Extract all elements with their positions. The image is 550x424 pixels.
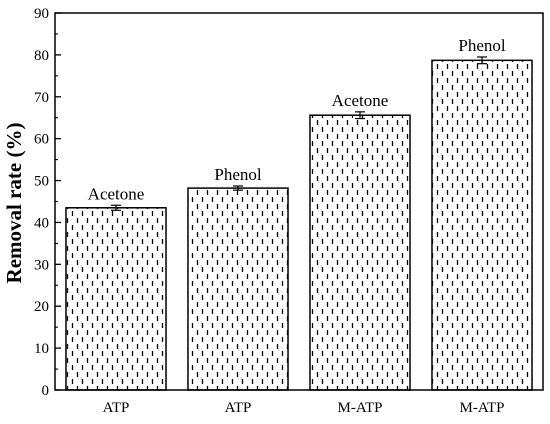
y-tick-label: 50 [34, 174, 49, 190]
bar-data-label: Acetone [332, 91, 389, 110]
bar-labels: Acetone Phenol Acetone Phenol [88, 36, 506, 203]
x-category-label: ATP [103, 400, 130, 416]
bar-data-label: Phenol [214, 165, 262, 184]
x-category-label: M-ATP [337, 400, 382, 416]
y-tick-label: 70 [34, 90, 49, 106]
x-category-label: ATP [225, 400, 252, 416]
bar-data-label: Phenol [458, 36, 506, 55]
y-tick-label: 20 [34, 299, 49, 315]
bar-data-label: Acetone [88, 184, 145, 203]
bar [309, 114, 411, 391]
y-tick-label: 30 [34, 257, 49, 273]
plot-frame [54, 12, 544, 391]
bar [187, 187, 289, 391]
y-tick-label: 60 [34, 132, 49, 148]
x-category-label: M-ATP [459, 400, 504, 416]
bars [65, 56, 533, 391]
y-axis-ticks: 0 10 20 30 40 50 60 70 80 90 [34, 6, 61, 399]
y-tick-label: 90 [34, 6, 49, 22]
y-tick-label: 0 [42, 383, 50, 399]
y-tick-label: 40 [34, 215, 49, 231]
bar [65, 207, 167, 391]
y-axis-title: Removal rate (%) [2, 123, 26, 284]
bar [431, 59, 533, 391]
y-tick-label: 10 [34, 341, 49, 357]
y-tick-label: 80 [34, 48, 49, 64]
x-axis-categories: ATP ATP M-ATP M-ATP [103, 400, 505, 416]
